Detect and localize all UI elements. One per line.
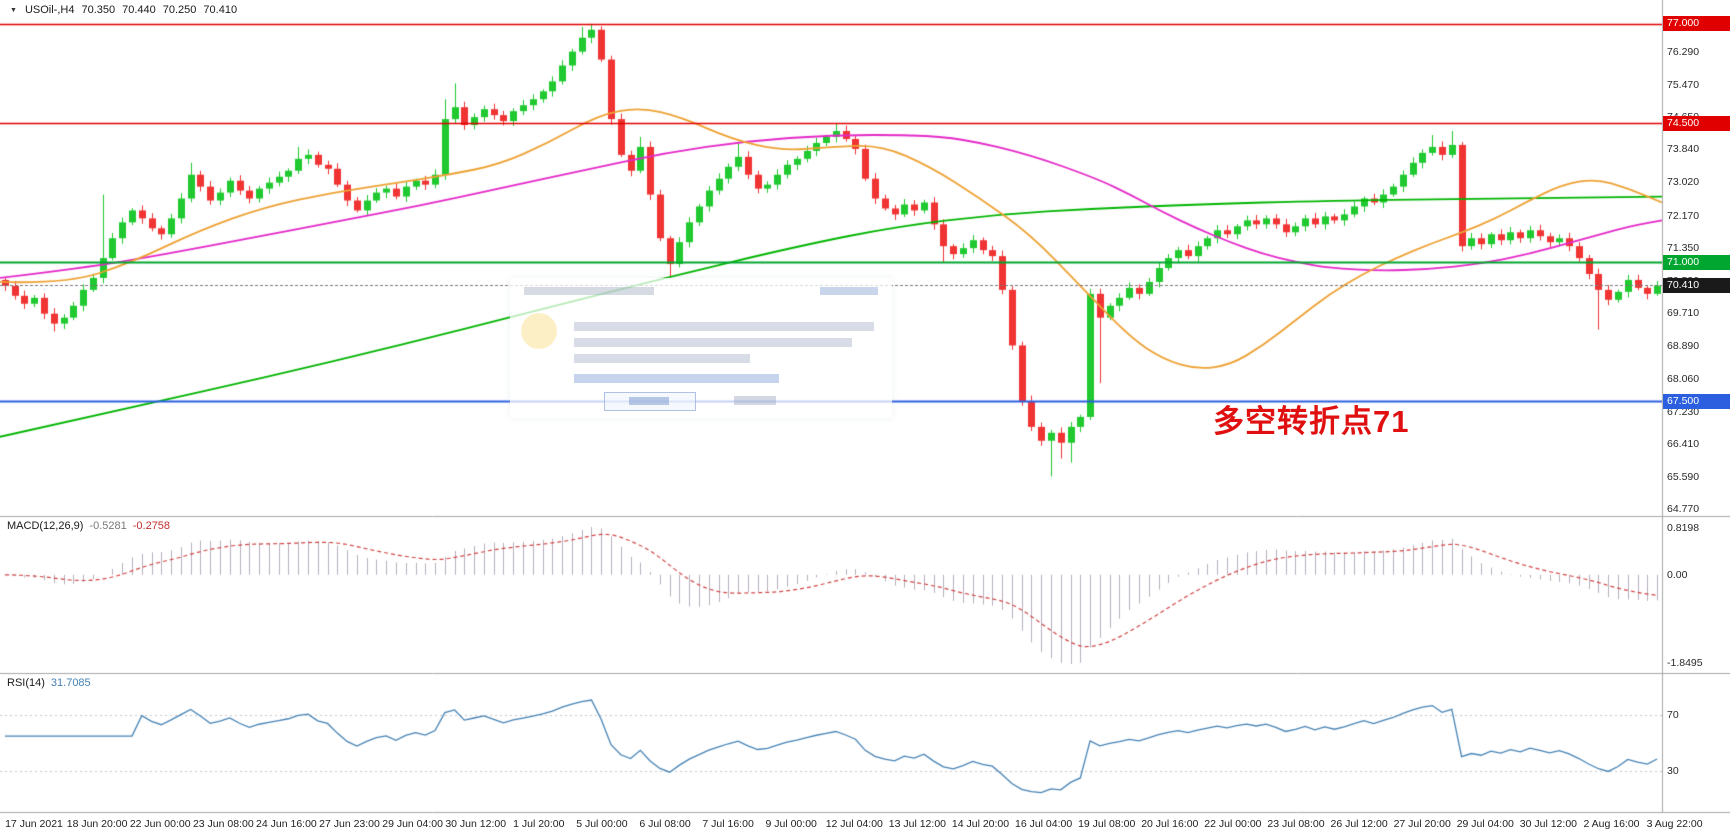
time-axis-label: 1 Jul 20:00 (513, 818, 565, 830)
bar-low-value: 70.250 (162, 4, 197, 16)
price-axis-tick: 73.020 (1667, 175, 1700, 188)
price-axis-tick: 68.060 (1667, 372, 1700, 385)
time-axis-label: 17 Jun 2021 (5, 818, 63, 830)
time-axis-label: 27 Jul 20:00 (1393, 818, 1451, 830)
price-axis-tick: 75.470 (1667, 78, 1700, 91)
time-axis-label: 29 Jun 04:00 (382, 818, 443, 830)
time-axis-label: 5 Jul 00:00 (576, 818, 628, 830)
macd-axis-max-label: 0.8198 (1667, 522, 1700, 534)
price-axis-tick: 68.890 (1667, 339, 1700, 352)
time-axis-label: 18 Jun 20:00 (66, 818, 128, 830)
ghost-text-line (574, 338, 852, 347)
time-axis-label: 23 Jul 08:00 (1267, 818, 1325, 830)
time-axis-label: 9 Jul 00:00 (765, 818, 817, 830)
ghost-dismiss-link[interactable] (820, 287, 878, 295)
time-axis-label: 27 Jun 23:00 (319, 818, 380, 830)
macd-axis-zero-label: 0.00 (1667, 568, 1688, 581)
price-axis-tick: 65.590 (1667, 470, 1700, 483)
current-price-badge: 70.410 (1663, 277, 1730, 293)
time-axis-label: 14 Jul 20:00 (951, 818, 1010, 830)
time-axis-label: 13 Jul 12:00 (888, 818, 946, 830)
time-axis-label: 6 Jul 08:00 (639, 818, 691, 830)
rsi-level-label: 30 (1667, 764, 1679, 777)
time-axis-label: 7 Jul 16:00 (702, 818, 754, 830)
ghost-confirm-button[interactable] (604, 392, 696, 411)
price-line-badge[interactable]: 67.500 (1663, 393, 1730, 409)
macd-signal-value: -0.2758 (132, 520, 171, 532)
rsi-indicator-name: RSI(14) (7, 677, 45, 689)
price-axis-tick: 72.170 (1667, 209, 1700, 222)
ghost-dialog-title-bar (524, 287, 654, 295)
price-line-badge[interactable]: 71.000 (1663, 254, 1730, 270)
price-axis-tick: 69.710 (1667, 307, 1700, 320)
ghost-info-icon (521, 313, 557, 349)
time-axis-label: 20 Jul 16:00 (1141, 818, 1199, 830)
price-axis-tick: 76.290 (1667, 46, 1700, 59)
price-axis-tick: 71.350 (1667, 242, 1700, 255)
time-axis-label: 22 Jun 00:00 (129, 818, 191, 830)
macd-main-value: -0.5281 (89, 520, 127, 532)
time-axis-label: 26 Jul 12:00 (1330, 818, 1388, 830)
ghost-button-label (629, 397, 669, 405)
rsi-level-label: 70 (1667, 709, 1679, 722)
bar-high-value: 70.440 (122, 4, 156, 16)
symbol-dropdown-icon[interactable]: ▼ (10, 6, 17, 14)
time-axis-label: 2 Aug 16:00 (1583, 818, 1640, 830)
time-axis-label: 22 Jul 00:00 (1204, 818, 1262, 830)
annotation-text: 多空转折点71 (1213, 404, 1410, 439)
macd-pane-label: MACD(12,26,9) -0.5281 -0.2758 (7, 520, 170, 532)
ghost-dialog (510, 278, 892, 418)
rsi-pane-label: RSI(14) 31.7085 (7, 677, 91, 689)
symbol-timeframe-label: USOil-,H4 (24, 4, 75, 16)
time-axis-label: 12 Jul 04:00 (825, 818, 883, 830)
time-axis-label: 30 Jun 12:00 (445, 818, 507, 830)
macd-indicator-name: MACD(12,26,9) (7, 520, 84, 532)
price-line-badge[interactable]: 77.000 (1663, 16, 1730, 32)
price-line-badge[interactable]: 74.500 (1663, 115, 1730, 131)
ghost-link-line (574, 374, 779, 383)
time-axis-label: 19 Jul 08:00 (1078, 818, 1136, 830)
time-axis-label: 30 Jul 12:00 (1519, 818, 1577, 830)
bar-open-value: 70.350 (81, 4, 116, 16)
macd-axis-min-label: -1.8495 (1667, 657, 1703, 669)
ghost-cancel-link[interactable] (734, 396, 776, 405)
ghost-text-line (574, 354, 750, 363)
price-axis-tick: 64.770 (1667, 503, 1700, 516)
price-axis-tick: 67.230 (1667, 405, 1700, 418)
ghost-text-line (574, 322, 874, 331)
bar-close-value: 70.410 (203, 4, 238, 16)
rsi-current-value: 31.7085 (50, 677, 91, 689)
price-axis-tick: 66.410 (1667, 438, 1700, 451)
time-axis-label: 3 Aug 22:00 (1646, 818, 1703, 830)
time-axis-label: 16 Jul 04:00 (1014, 818, 1073, 830)
time-axis-label: 24 Jun 16:00 (256, 818, 317, 830)
symbol-info-bar: ▼ USOil-,H4 70.350 70.440 70.250 70.410 (10, 4, 237, 16)
time-axis-label: 23 Jun 08:00 (192, 818, 254, 830)
price-axis-tick: 73.840 (1667, 143, 1700, 156)
time-axis-label: 29 Jul 04:00 (1456, 818, 1514, 830)
